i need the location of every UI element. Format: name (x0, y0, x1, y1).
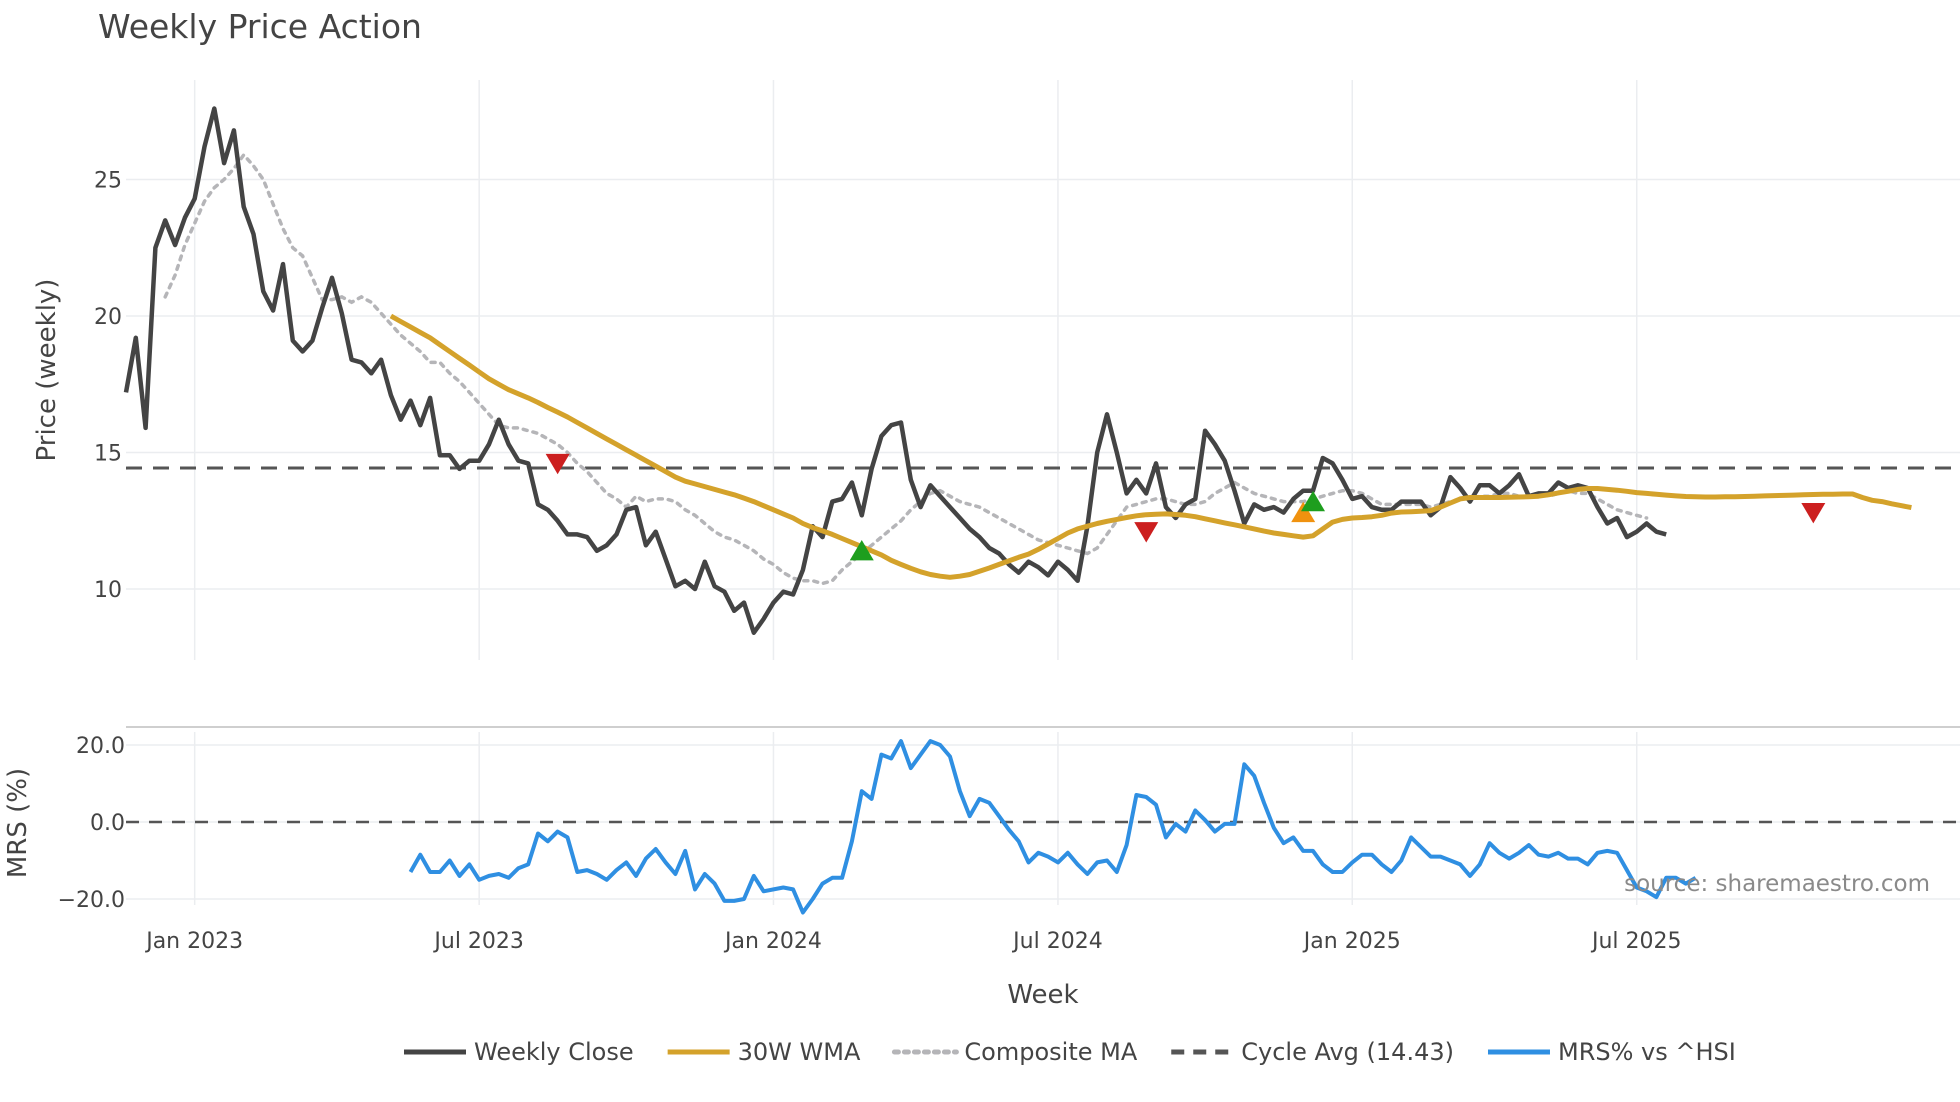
price-grid (126, 80, 1960, 660)
source-credit: source: sharemaestro.com (1624, 871, 1930, 897)
legend-label: Cycle Avg (14.43) (1241, 1038, 1454, 1066)
signal-marker-sell (1134, 522, 1159, 543)
mrs-series (408, 739, 1697, 915)
mrs-grid (126, 732, 1960, 905)
signal-marker-buy-alt (1291, 501, 1316, 523)
weekly-close-series (123, 106, 1667, 635)
x-tick: Jan 2024 (723, 929, 822, 954)
price-y-tick: 20 (94, 305, 122, 330)
x-tick: Jul 2025 (1590, 929, 1682, 954)
chart-title: Weekly Price Action (98, 7, 422, 46)
legend-label: 30W WMA (738, 1038, 861, 1066)
signal-marker-sell (1801, 502, 1826, 524)
mrs-y-axis-title: MRS (%) (3, 768, 33, 878)
x-axis-title: Week (1007, 980, 1078, 1010)
mrs-y-ticks: 20.0 0.0 −20.0 (58, 734, 125, 913)
price-y-tick: 10 (94, 578, 122, 603)
signal-markers (545, 453, 1826, 561)
legend-label: MRS% vs ^HSI (1558, 1038, 1736, 1066)
mrs-y-tick: 0.0 (90, 811, 125, 836)
mrs-y-tick: −20.0 (58, 888, 125, 913)
signal-marker-buy (1301, 490, 1326, 512)
x-ticks: Jan 2023 Jul 2023 Jan 2024 Jul 2024 Jan 2025… (144, 929, 1681, 954)
composite-ma-series (163, 152, 1649, 586)
x-tick: Jul 2023 (432, 929, 524, 954)
price-y-ticks: 10 15 20 25 (94, 169, 122, 604)
signal-marker-sell (545, 453, 570, 475)
price-y-tick: 15 (94, 442, 122, 467)
mrs-y-tick: 20.0 (76, 734, 125, 759)
x-tick: Jan 2025 (1302, 929, 1401, 954)
legend-label: Composite MA (964, 1038, 1137, 1066)
x-tick: Jan 2023 (144, 929, 243, 954)
price-y-tick: 25 (94, 169, 122, 194)
price-y-axis-title: Price (weekly) (32, 279, 62, 462)
x-tick: Jul 2024 (1011, 929, 1103, 954)
signal-marker-buy (849, 539, 874, 561)
legend-label: Weekly Close (474, 1038, 634, 1066)
legend: Weekly Close 30W WMA Composite MA Cycle Avg… (404, 1038, 1736, 1066)
wma-30w-series (389, 313, 1912, 580)
